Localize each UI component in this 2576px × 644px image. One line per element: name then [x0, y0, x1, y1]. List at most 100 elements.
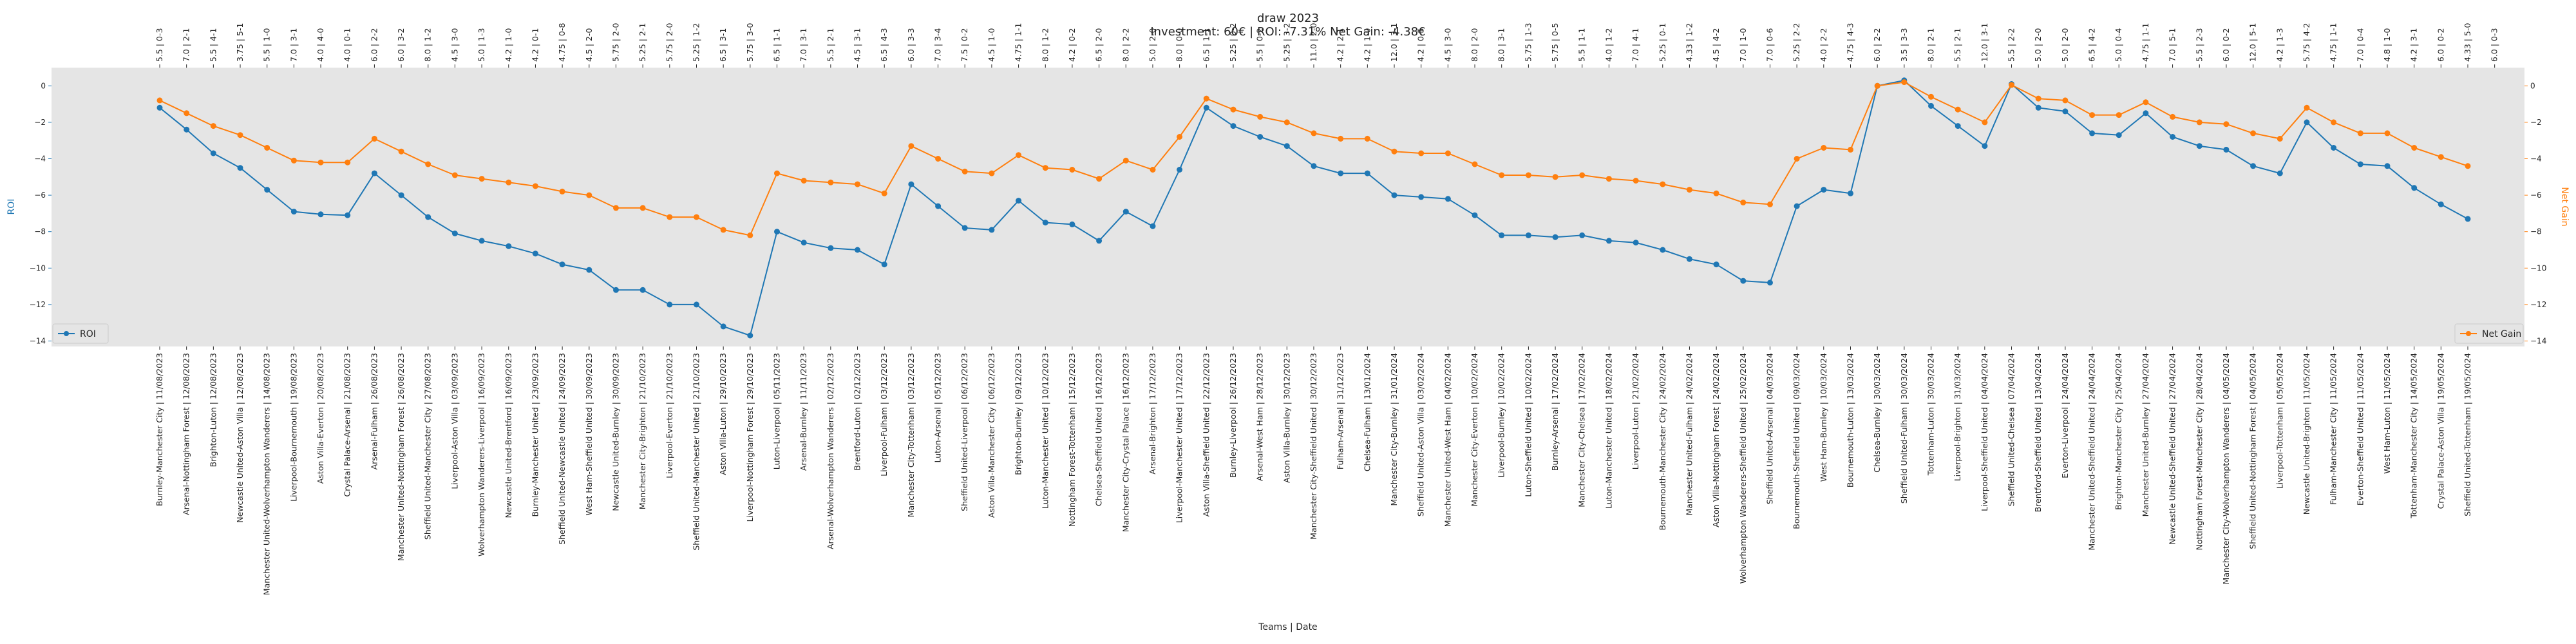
x-tick-label: Sheffield United-Nottingham Forest | 04/… — [2248, 353, 2258, 549]
x-tick-label: Tottenham-Luton | 30/03/2024 — [1926, 353, 1936, 476]
roi-point — [2196, 143, 2202, 149]
net-gain-point — [1901, 79, 1908, 86]
x-tick-label: Newcastle United-Brentford | 16/09/2023 — [504, 353, 513, 518]
net-gain-point — [1391, 148, 1397, 155]
net-gain-point — [2035, 95, 2041, 102]
net-gain-point — [2250, 130, 2257, 137]
x-tick-label: Newcastle United-Sheffield United | 27/0… — [2168, 353, 2177, 545]
x-tick-label: Sheffield United-Arsenal | 04/03/2024 — [1765, 353, 1775, 504]
roi-point — [961, 225, 968, 231]
net-gain-point — [855, 181, 860, 187]
top-tick-label: 3.75 | 5-1 — [235, 23, 245, 62]
roi-point — [2277, 170, 2283, 176]
net-gain-point — [478, 176, 485, 182]
y-tick-label-right: −4 — [2530, 155, 2542, 164]
net-gain-point — [2357, 130, 2363, 137]
net-gain-point — [639, 205, 646, 211]
roi-point — [2465, 216, 2471, 222]
top-tick-label: 5.0 | 0-4 — [2114, 28, 2123, 62]
roi-point — [1821, 187, 1827, 193]
x-tick-label: Everton-Sheffield United | 11/05/2024 — [2355, 353, 2365, 506]
net-gain-point — [1472, 161, 1478, 167]
net-gain-point — [1283, 119, 1290, 126]
x-tick-label: Burnley-Liverpool | 26/12/2023 — [1228, 353, 1238, 478]
net-gain-point — [2411, 145, 2418, 151]
net-gain-point — [667, 214, 673, 220]
x-tick-label: Manchester United-Wolverhampton Wanderer… — [262, 353, 272, 595]
roi-point — [1177, 167, 1183, 173]
net-gain-point — [613, 205, 619, 211]
chart-title: draw 2023 — [1257, 12, 1319, 25]
x-tick-label: Sheffield United-Aston Villa | 03/02/202… — [1416, 353, 1426, 516]
plot-area — [52, 68, 2524, 346]
roi-point — [1794, 203, 1800, 209]
y-tick-label-right: −2 — [2530, 118, 2542, 127]
top-tick-label: 5.25 | 2-1 — [638, 23, 647, 62]
roi-point — [1713, 261, 1719, 268]
x-tick-label: Liverpool-Fulham | 03/12/2023 — [879, 353, 889, 477]
top-tick-label: 5.25 | 0-2 — [1228, 23, 1238, 62]
net-gain-point — [1444, 150, 1451, 156]
net-gain-point — [1848, 146, 1853, 153]
roi-point — [2116, 132, 2122, 138]
roi-point — [210, 150, 216, 156]
x-tick-label: Aston Villa-Burnley | 30/12/2023 — [1282, 353, 1291, 483]
net-gain-point — [908, 143, 914, 149]
top-tick-label: 3.5 | 3-3 — [1899, 28, 1909, 62]
top-tick-label: 4.2 | 1-0 — [504, 28, 513, 62]
roi-point — [1955, 123, 1961, 129]
y-tick-label-right: −10 — [2530, 263, 2546, 272]
roi-point — [1069, 221, 1075, 227]
roi-point — [1552, 234, 1558, 240]
top-tick-label: 8.0 | 2-0 — [1470, 28, 1479, 62]
net-gain-point — [184, 110, 190, 117]
x-tick-label: Luton-Manchester United | 10/12/2023 — [1040, 353, 1050, 509]
roi-point — [317, 211, 324, 218]
roi-point — [1444, 196, 1451, 202]
top-tick-label: 7.0 | 2-1 — [182, 28, 191, 62]
x-tick-label: Wolverhampton Wanderers-Liverpool | 16/0… — [477, 353, 486, 556]
roi-point — [1499, 232, 1505, 238]
x-tick-label: Bournemouth-Manchester City | 24/02/2024 — [1658, 353, 1667, 531]
top-tick-label: 4.2 | 1-3 — [2275, 28, 2284, 62]
roi-point — [774, 229, 780, 235]
top-tick-label: 4.5 | 4-2 — [1711, 28, 1721, 62]
x-tick-label: Liverpool-Burnley | 10/02/2024 — [1497, 353, 1506, 478]
roi-point — [237, 165, 243, 171]
net-gain-point — [1338, 135, 1344, 142]
top-tick-label: 8.0 | 1-2 — [423, 28, 433, 62]
net-gain-point — [1605, 176, 1612, 182]
net-gain-point — [210, 123, 216, 129]
roi-point — [1150, 223, 1156, 229]
roi-point — [694, 301, 699, 308]
top-tick-label: 4.0 | 4-0 — [316, 28, 325, 62]
top-tick-label: 4.2 | 1-0 — [1362, 28, 1372, 62]
top-tick-label: 6.5 | 1-1 — [1201, 28, 1211, 62]
x-tick-label: Manchester United-Burnley | 27/04/2024 — [2141, 353, 2150, 516]
top-tick-label: 6.0 | 0-2 — [2436, 28, 2445, 62]
net-gain-point — [2331, 119, 2337, 126]
top-tick-label: 5.5 | 2-3 — [2194, 28, 2204, 62]
roi-point — [1633, 240, 1639, 246]
x-tick-label: Luton-Arsenal | 05/12/2023 — [933, 353, 943, 463]
net-gain-point — [1552, 174, 1558, 180]
y-tick-label-left: −6 — [34, 191, 46, 200]
x-tick-label: Newcastle United-Burnley | 30/09/2023 — [611, 353, 621, 511]
net-gain-point — [961, 168, 968, 175]
roi-point — [720, 323, 726, 330]
net-gain-point — [371, 135, 377, 142]
y-tick-label-right: −14 — [2530, 337, 2546, 346]
top-tick-label: 4.75 | 4-3 — [1846, 23, 1855, 62]
net-gain-point — [264, 145, 270, 151]
roi-point — [2250, 163, 2257, 169]
roi-point — [908, 181, 914, 187]
top-tick-label: 12.0 | 3-1 — [1980, 23, 1989, 62]
top-tick-label: 7.0 | 5-1 — [2168, 28, 2177, 62]
x-tick-label: Burnley-Arsenal | 17/02/2024 — [1550, 353, 1560, 471]
net-gain-point — [828, 179, 834, 185]
net-gain-point — [1257, 113, 1264, 120]
top-tick-label: 4.33 | 5-0 — [2463, 23, 2472, 62]
roi-point — [1391, 192, 1397, 198]
x-tick-label: Newcastle United-Brighton | 11/05/2024 — [2302, 353, 2311, 515]
